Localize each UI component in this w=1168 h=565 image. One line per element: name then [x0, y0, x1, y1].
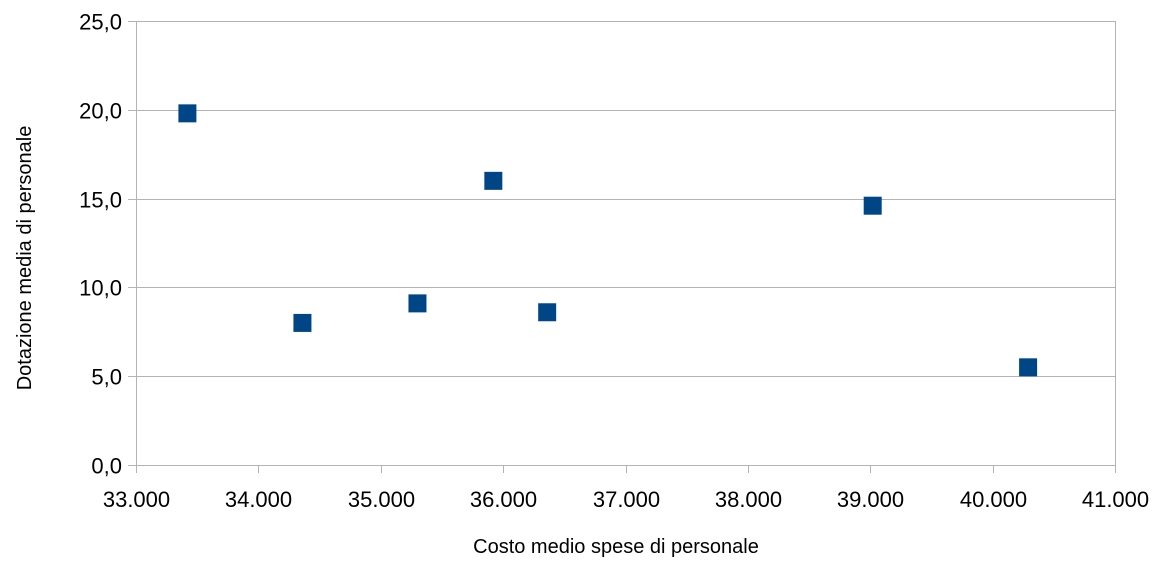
- y-tick-labels: 0,0 5,0 10,0 15,0 20,0 25,0: [79, 10, 122, 479]
- x-tick-labels: 33.000 34.000 35.000 36.000 37.000 38.000 39.0…: [103, 487, 1149, 512]
- x-tick-label: 36.000: [470, 487, 537, 512]
- x-tick-label: 34.000: [225, 487, 292, 512]
- y-tick-label: 5,0: [91, 365, 122, 390]
- data-point: [293, 313, 312, 332]
- y-tick-label: 20,0: [79, 99, 122, 124]
- data-point: [178, 104, 197, 123]
- gridlines: [136, 21, 1115, 466]
- y-axis-title: Dotazione media di personale: [14, 126, 36, 391]
- y-tick-label: 15,0: [79, 188, 122, 213]
- y-tick-label: 0,0: [91, 454, 122, 479]
- x-tick-label: 37.000: [593, 487, 660, 512]
- x-tick-label: 41.000: [1082, 487, 1149, 512]
- x-tick-label: 33.000: [103, 487, 170, 512]
- x-axis-title: Costo medio spese di personale: [473, 536, 759, 558]
- data-point: [863, 196, 882, 215]
- x-tick-label: 40.000: [960, 487, 1027, 512]
- x-tick-label: 39.000: [837, 487, 904, 512]
- x-tick-label: 38.000: [715, 487, 782, 512]
- data-point: [1019, 358, 1038, 377]
- axes: [128, 21, 1116, 473]
- data-point: [484, 171, 503, 190]
- data-points: [178, 104, 1038, 377]
- x-tick-label: 35.000: [348, 487, 415, 512]
- data-point: [538, 303, 557, 322]
- y-tick-label: 25,0: [79, 10, 122, 35]
- data-point: [408, 294, 427, 313]
- y-tick-label: 10,0: [79, 276, 122, 301]
